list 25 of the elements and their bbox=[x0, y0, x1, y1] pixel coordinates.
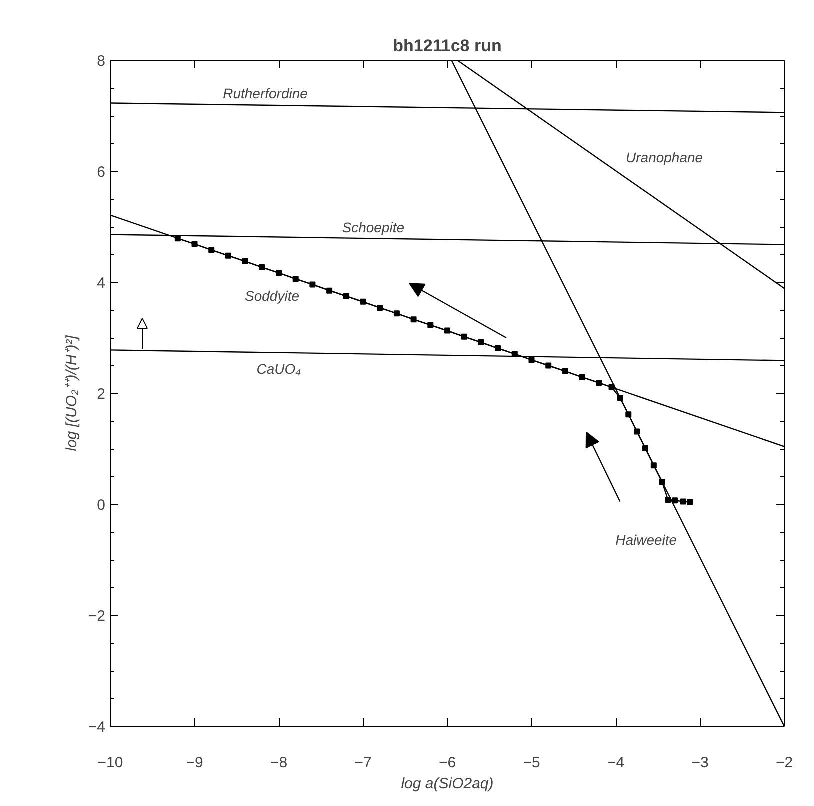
series-label: Rutherfordine bbox=[223, 85, 308, 102]
x-tick-label: −5 bbox=[523, 754, 540, 772]
y-tick-label: 0 bbox=[97, 497, 106, 514]
x-tick-label: −9 bbox=[186, 754, 204, 772]
x-tick-label: −3 bbox=[692, 754, 709, 772]
y-tick-label: 6 bbox=[97, 164, 106, 181]
series-label: Haiweeite bbox=[616, 532, 678, 548]
y-tick-label: −4 bbox=[88, 719, 106, 736]
x-axis-title: log a(SiO2aq) bbox=[401, 776, 494, 792]
y-tick-label: 4 bbox=[97, 275, 106, 292]
y-tick-label: 8 bbox=[97, 53, 106, 70]
chart-title: bh1211c8 run bbox=[393, 36, 502, 56]
x-tick-label: −8 bbox=[270, 754, 288, 772]
series-label: Soddyite bbox=[245, 288, 300, 304]
y-tick-label: 2 bbox=[97, 386, 106, 403]
y-tick-label: −2 bbox=[88, 608, 106, 625]
x-tick-label: −2 bbox=[776, 754, 794, 772]
y-axis-title: log [(UO₂⁺⁺)/(H⁺)²] bbox=[63, 334, 80, 452]
series-label: Uranophane bbox=[626, 149, 704, 166]
x-tick-label: −10 bbox=[98, 754, 124, 772]
series-label: CaUO₄ bbox=[256, 360, 302, 377]
x-tick-label: −4 bbox=[607, 754, 625, 772]
series-label: Schoepite bbox=[342, 220, 405, 236]
x-tick-label: −7 bbox=[354, 754, 372, 772]
x-tick-label: −6 bbox=[438, 754, 456, 772]
